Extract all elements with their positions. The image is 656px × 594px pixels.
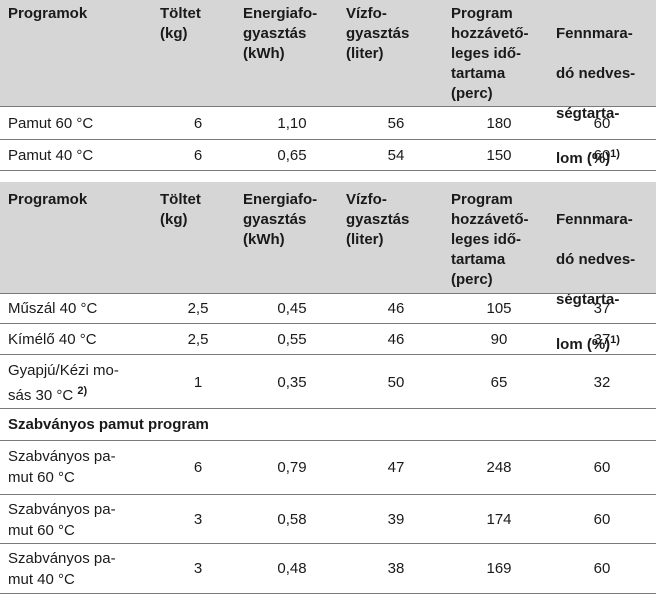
cell-duration: 248	[486, 459, 512, 476]
section-row: Szabványos pamut program	[0, 409, 656, 440]
cell-water: 38	[387, 560, 405, 577]
cell-energy: 0,58	[277, 511, 307, 528]
cell-load: 3	[193, 560, 203, 577]
table-row: Kímélő 40 °C 2,5 0,55 46 90 37	[0, 324, 656, 354]
cell-program: Szabványos pa- mut 40 °C	[8, 550, 116, 588]
cell-program: Pamut 40 °C	[8, 147, 94, 164]
divider	[0, 293, 656, 294]
table-header-row: Programok Töltet (kg) Energiafo- gyasztá…	[0, 0, 656, 167]
cell-energy: 0,79	[277, 459, 307, 476]
cell-program: Szabványos pa- mut 60 °C	[8, 501, 116, 539]
cell-duration: 169	[486, 560, 512, 577]
footnote-ref: 2)	[77, 385, 88, 397]
table-header-row: Programok Töltet (kg) Energiafo- gyasztá…	[0, 182, 656, 353]
table-row: Szabványos pa- mut 60 °C 6 0,79 47 248 6…	[0, 441, 656, 494]
cell-energy: 0,48	[277, 560, 307, 577]
cell-moisture: 60	[593, 147, 611, 164]
divider	[0, 543, 656, 544]
cell-program: Szabványos pa- mut 60 °C	[8, 448, 116, 486]
section-title: Szabványos pamut program	[8, 416, 209, 433]
divider	[0, 408, 656, 409]
cell-load: 1	[193, 374, 203, 391]
header-load: Töltet (kg)	[160, 5, 201, 42]
header-programs: Programok	[8, 5, 88, 22]
cell-program: Műszál 40 °C	[8, 300, 98, 317]
divider	[0, 323, 656, 324]
cell-load: 2,5	[187, 300, 209, 317]
cell-duration: 180	[486, 115, 512, 132]
cell-moisture: 37	[593, 300, 611, 317]
table-row: Gyapjú/Kézi mo- sás 30 °C 2) 1 0,35 50 6…	[0, 355, 656, 408]
header-energy: Energiafo- gyasztás (kWh)	[243, 5, 318, 62]
header-energy: Energiafo- gyasztás (kWh)	[243, 191, 318, 248]
cell-program: Kímélő 40 °C	[8, 331, 97, 348]
divider	[0, 440, 656, 441]
table-row: Pamut 40 °C 6 0,65 54 150 60	[0, 140, 656, 170]
cell-load: 6	[193, 459, 203, 476]
cell-water: 47	[387, 459, 405, 476]
cell-program: Pamut 60 °C	[8, 115, 94, 132]
cell-water: 39	[387, 511, 405, 528]
cell-moisture: 60	[593, 459, 611, 476]
cell-duration: 150	[486, 147, 512, 164]
header-duration: Program hozzávető- leges idő- tartama (p…	[451, 5, 529, 102]
cell-load: 3	[193, 511, 203, 528]
cell-program: Gyapjú/Kézi mo- sás 30 °C 2)	[8, 362, 119, 404]
cell-duration: 65	[490, 374, 508, 391]
table-row: Szabványos pa- mut 40 °C 3 0,48 38 169 6…	[0, 544, 656, 594]
cell-load: 6	[193, 115, 203, 132]
header-water: Vízfo- gyasztás (liter)	[346, 5, 410, 62]
cell-load: 6	[193, 147, 203, 164]
cell-moisture: 37	[593, 331, 611, 348]
cell-duration: 90	[490, 331, 508, 348]
header-water: Vízfo- gyasztás (liter)	[346, 191, 410, 248]
cell-water: 50	[387, 374, 405, 391]
cell-moisture: 60	[593, 560, 611, 577]
divider	[0, 494, 656, 495]
cell-energy: 1,10	[277, 115, 307, 132]
cell-water: 46	[387, 331, 405, 348]
header-programs: Programok	[8, 191, 88, 208]
footnote-ref: 1)	[610, 334, 620, 346]
table-row: Pamut 60 °C 6 1,10 56 180 60	[0, 107, 656, 139]
divider	[0, 354, 656, 355]
cell-moisture: 32	[593, 374, 611, 391]
divider	[0, 139, 656, 140]
cell-duration: 105	[486, 300, 512, 317]
cell-energy: 0,65	[277, 147, 307, 164]
header-duration: Program hozzávető- leges idő- tartama (p…	[451, 191, 529, 288]
cell-energy: 0,45	[277, 300, 307, 317]
table-row: Műszál 40 °C 2,5 0,45 46 105 37	[0, 294, 656, 323]
header-residual-moisture: Fennmara- dó nedves- ségtarta- lom (%)1)	[556, 25, 636, 167]
header-load: Töltet (kg)	[160, 191, 201, 228]
header-residual-moisture: Fennmara- dó nedves- ségtarta- lom (%)1)	[556, 211, 636, 353]
table-row: Szabványos pa- mut 60 °C 3 0,58 39 174 6…	[0, 495, 656, 543]
footnote-ref: 1)	[610, 148, 620, 160]
cell-moisture: 60	[593, 115, 611, 132]
cell-water: 54	[387, 147, 405, 164]
cell-water: 46	[387, 300, 405, 317]
cell-load: 2,5	[187, 331, 209, 348]
cell-energy: 0,35	[277, 374, 307, 391]
cell-energy: 0,55	[277, 331, 307, 348]
cell-duration: 174	[486, 511, 512, 528]
divider	[0, 170, 656, 171]
cell-moisture: 60	[593, 511, 611, 528]
cell-water: 56	[387, 115, 405, 132]
divider	[0, 106, 656, 107]
